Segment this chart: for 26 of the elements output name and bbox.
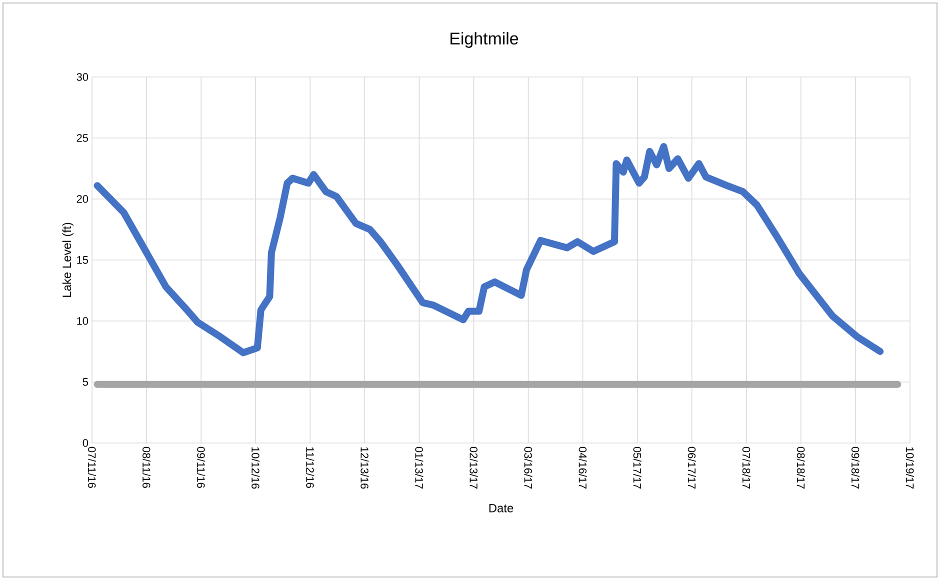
x-tick-label: 04/16/17 [578,446,587,489]
y-tick-label: 0 [82,439,88,447]
y-axis-title: Lake Level (ft) [62,222,74,297]
x-tick-label: 07/11/16 [88,446,96,488]
y-tick-label: 25 [76,134,88,142]
x-tick-label: 12/13/16 [360,447,369,489]
y-tick-label: 20 [76,195,88,203]
x-tick-label: 10/12/16 [252,447,260,489]
x-tick-label: 02/13/17 [470,446,478,489]
x-tick-label: 05/17/17 [633,446,642,489]
x-tick-label: 03/16/17 [524,446,532,489]
x-tick-label: 11/12/16 [306,447,314,488]
x-tick-label: 10/19/17 [906,447,914,489]
x-tick-label: 06/17/17 [688,446,696,489]
x-tick-label: 08/11/16 [142,446,151,488]
x-tick-label: 07/18/17 [742,446,750,489]
x-tick-label: 09/18/17 [851,446,860,489]
chart-title: Eightmile [450,32,518,48]
y-tick-label: 5 [82,378,88,386]
y-tick-label: 30 [76,73,88,81]
x-tick-label: 01/13/17 [415,446,424,489]
x-tick-label: 08/18/17 [796,446,805,489]
x-tick-label: 09/11/16 [197,446,206,488]
x-axis-title: Date [489,504,514,512]
y-tick-label: 15 [77,256,88,264]
y-tick-label: 10 [77,317,88,325]
